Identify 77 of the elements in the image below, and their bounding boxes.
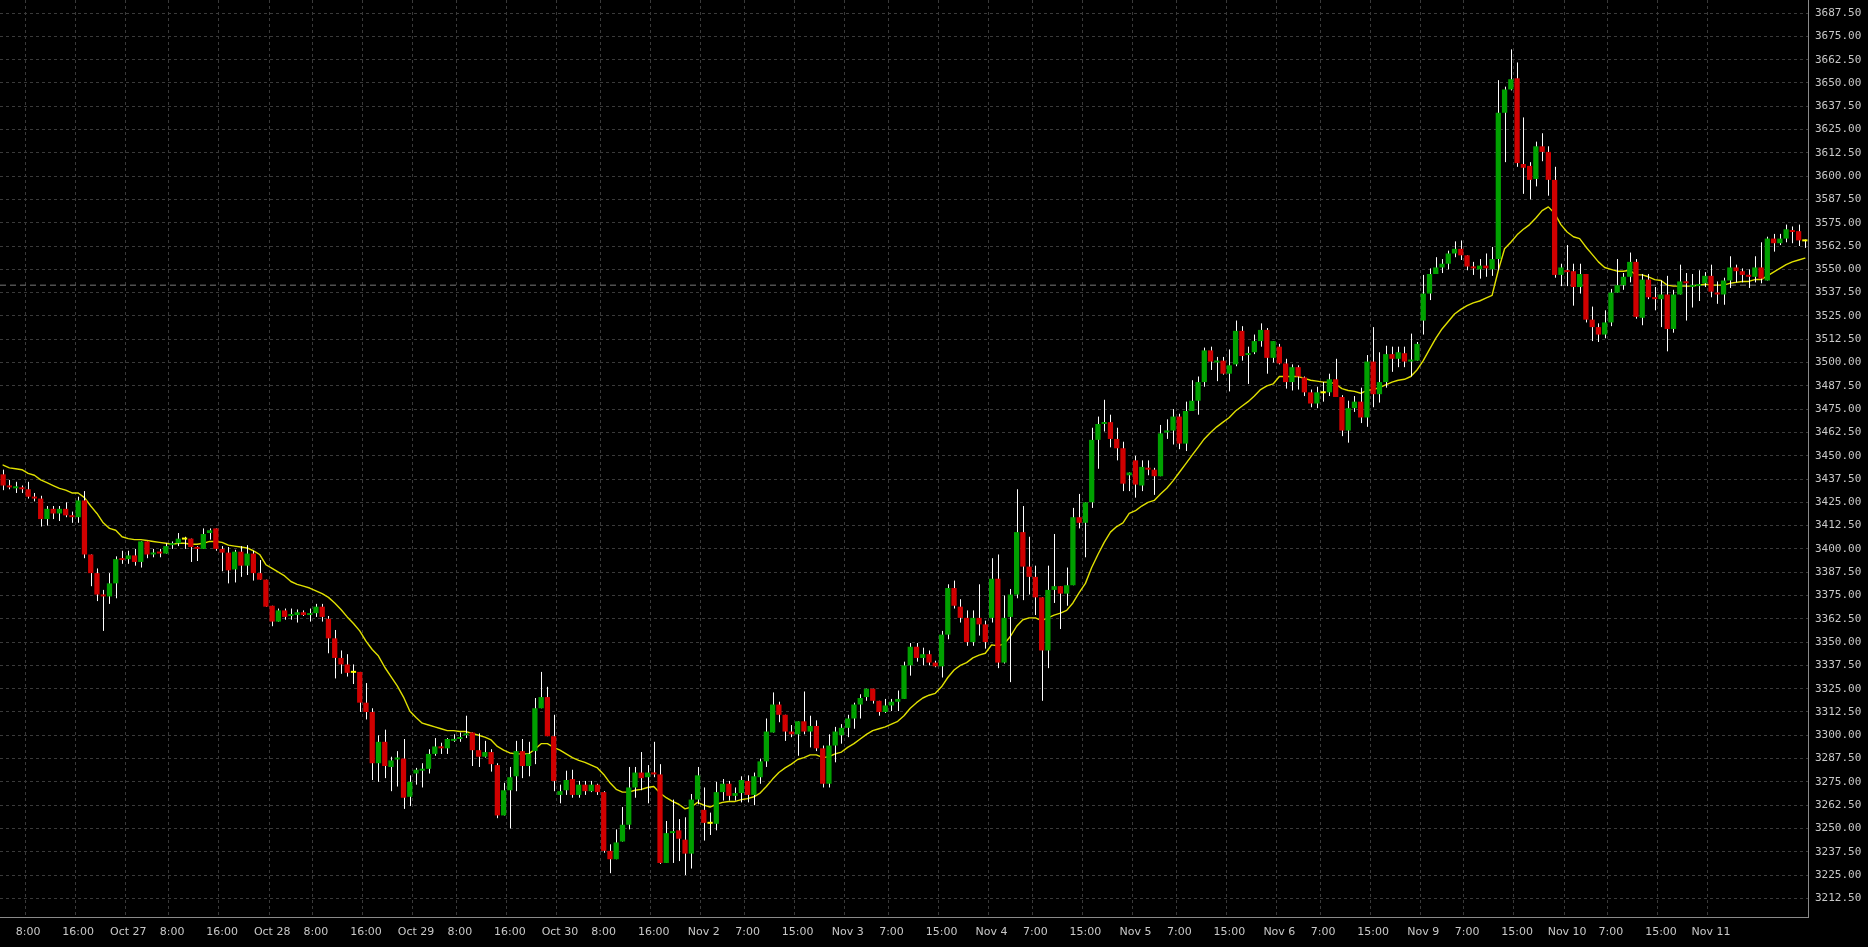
y-tick-label: 3475.00 [1815,401,1862,415]
x-tick-label: Oct 28 [253,925,291,939]
x-tick-label: 7:00 [1598,925,1624,939]
x-tick-label: Nov 9 [1407,925,1440,939]
y-tick-label: 3262.50 [1815,798,1862,812]
y-tick-label: 3450.00 [1815,448,1862,462]
x-tick-label: 8:00 [15,925,41,939]
x-tick-label: Nov 11 [1691,925,1731,939]
y-tick-label: 3237.50 [1815,844,1862,858]
x-tick-label: 8:00 [447,925,473,939]
x-tick-label: 15:00 [781,925,814,939]
x-tick-label: 8:00 [159,925,185,939]
x-tick-label: Nov 6 [1263,925,1296,939]
x-tick-label: Nov 5 [1119,925,1152,939]
x-tick-label: 16:00 [494,925,526,939]
y-tick-label: 3500.00 [1815,355,1862,369]
x-tick-label: 15:00 [1357,925,1390,939]
x-tick-label: 15:00 [925,925,958,939]
y-tick-label: 3250.00 [1815,821,1862,835]
x-tick-label: 16:00 [637,925,670,939]
x-tick-label: 15:00 [1645,925,1677,939]
x-tick-label: Nov 10 [1547,925,1587,939]
y-tick-label: 3275.00 [1815,774,1862,788]
y-tick-label: 3212.50 [1815,891,1862,905]
y-tick-label: 3412.50 [1815,518,1862,532]
y-tick-label: 3362.50 [1815,611,1862,625]
x-tick-label: Nov 2 [687,925,720,939]
y-tick-label: 3337.50 [1815,658,1862,672]
y-tick-label: 3312.50 [1815,704,1862,718]
x-tick-label: 7:00 [735,925,760,939]
y-tick-label: 3387.50 [1815,565,1862,579]
x-tick-label: Nov 4 [975,925,1008,939]
x-tick-label: 16:00 [62,925,95,939]
y-tick-label: 3375.00 [1815,588,1862,602]
x-tick-label: 7:00 [1454,925,1480,939]
y-tick-label: 3587.50 [1815,192,1862,206]
y-tick-label: 3562.50 [1815,238,1862,252]
y-tick-label: 3650.00 [1815,75,1862,89]
y-tick-label: 3625.00 [1815,122,1862,136]
candlestick [275,608,282,623]
y-tick-label: 3300.00 [1815,728,1862,742]
x-tick-label: 15:00 [1069,925,1102,939]
y-tick-label: 3675.00 [1815,29,1862,43]
x-tick-label: Oct 29 [397,925,435,939]
y-tick-label: 3425.00 [1815,495,1862,509]
x-tick-label: 7:00 [1310,925,1336,939]
x-tick-label: 7:00 [879,925,904,939]
x-tick-label: 8:00 [591,925,617,939]
y-tick-label: 3287.50 [1815,751,1862,765]
y-tick-label: 3487.50 [1815,378,1862,392]
y-tick-label: 3512.50 [1815,332,1862,346]
y-tick-label: 3350.00 [1815,634,1862,648]
x-tick-label: 16:00 [206,925,238,939]
y-tick-label: 3525.00 [1815,308,1862,322]
x-tick-label: Oct 27 [109,925,147,939]
x-tick-label: 7:00 [1166,925,1192,939]
y-tick-label: 3550.00 [1815,262,1862,276]
x-tick-label: 15:00 [1501,925,1533,939]
candlestick [1764,236,1770,282]
y-tick-label: 3662.50 [1815,52,1862,66]
y-tick-label: 3537.50 [1815,285,1862,299]
y-tick-label: 3612.50 [1815,145,1862,159]
y-tick-label: 3437.50 [1815,471,1862,485]
y-tick-label: 3325.00 [1815,681,1862,695]
y-tick-label: 3637.50 [1815,99,1862,113]
x-tick-label: Oct 30 [541,925,579,939]
y-tick-label: 3225.00 [1815,867,1862,881]
y-tick-label: 3462.50 [1815,425,1862,439]
y-tick-label: 3400.00 [1815,541,1862,555]
y-tick-label: 3687.50 [1815,5,1862,19]
x-tick-label: Nov 3 [831,925,864,939]
x-tick-label: 7:00 [1023,925,1048,939]
x-tick-label: 15:00 [1213,925,1246,939]
y-tick-label: 3600.00 [1815,168,1862,182]
x-tick-label: 8:00 [303,925,329,939]
y-tick-label: 3575.00 [1815,215,1862,229]
x-tick-label: 16:00 [350,925,382,939]
